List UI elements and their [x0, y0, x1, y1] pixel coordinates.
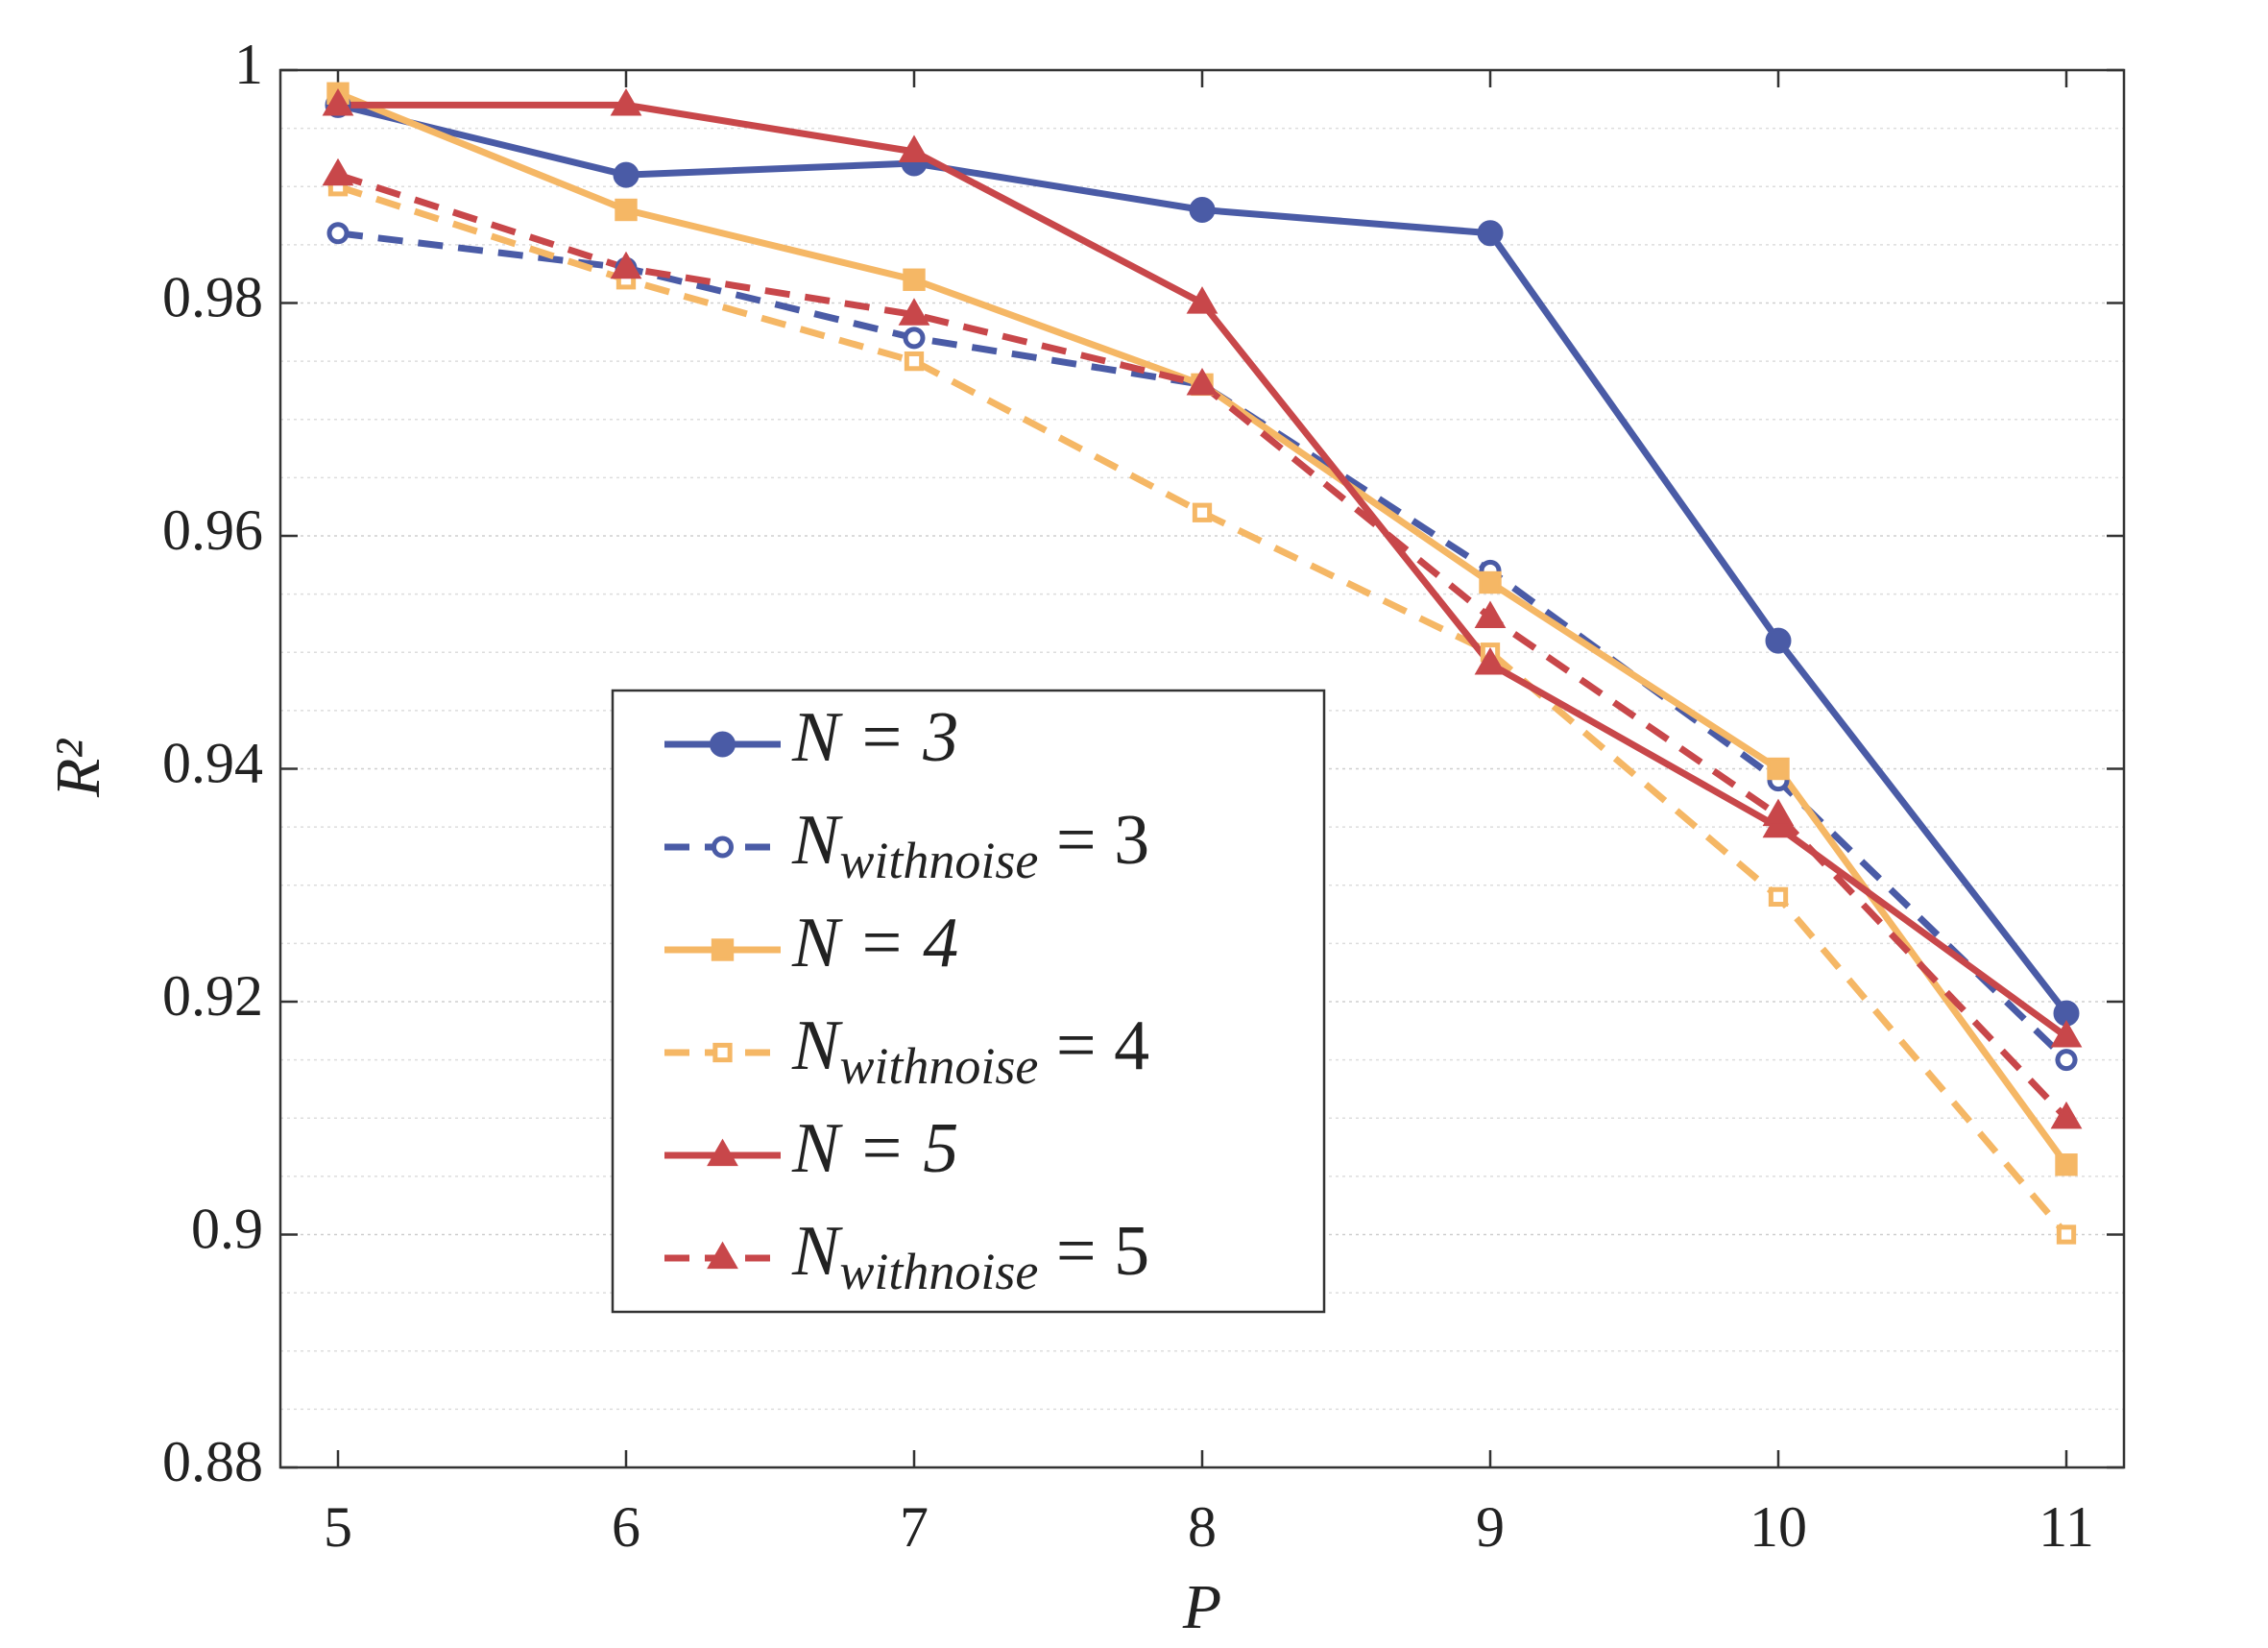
marker	[2056, 1224, 2077, 1245]
x-tick-label: 8	[1188, 1495, 1217, 1559]
y-tick-label: 0.94	[162, 731, 263, 794]
marker	[1479, 570, 1502, 594]
marker	[710, 731, 736, 758]
marker	[898, 298, 930, 326]
marker	[712, 836, 734, 859]
y-tick-label: 0.9	[191, 1197, 263, 1260]
marker	[322, 158, 354, 186]
marker	[1762, 798, 1795, 827]
legend-label: Nwithnoise = 3	[791, 801, 1149, 889]
marker	[615, 198, 638, 222]
x-tick-label: 7	[900, 1495, 929, 1559]
marker	[903, 268, 926, 291]
marker	[1477, 220, 1504, 247]
marker	[904, 351, 925, 372]
marker	[903, 327, 926, 350]
x-tick-label: 6	[612, 1495, 640, 1559]
y-tick-label: 0.98	[162, 265, 263, 328]
marker	[707, 1241, 738, 1270]
x-tick-label: 9	[1476, 1495, 1505, 1559]
marker	[1767, 757, 1790, 781]
marker	[2055, 1049, 2078, 1072]
marker	[707, 1138, 738, 1167]
y-tick-label: 1	[234, 33, 263, 96]
legend-label: Nwithnoise = 4	[791, 1006, 1149, 1095]
marker	[610, 251, 642, 279]
marker	[610, 87, 642, 116]
legend-label: N = 3	[791, 698, 958, 777]
x-tick-label: 11	[2039, 1495, 2094, 1559]
marker	[711, 938, 735, 961]
marker	[1768, 886, 1789, 908]
marker	[613, 161, 639, 188]
x-axis-label: P	[1182, 1572, 1221, 1642]
legend-label: N = 4	[791, 904, 958, 982]
marker	[322, 87, 354, 116]
legend-label: Nwithnoise = 5	[791, 1212, 1149, 1300]
marker	[1189, 197, 1216, 223]
marker	[2050, 1019, 2083, 1048]
marker	[712, 1042, 733, 1063]
x-tick-label: 10	[1749, 1495, 1807, 1559]
y-axis-label: R²	[43, 739, 113, 798]
y-tick-label: 0.92	[162, 964, 263, 1028]
legend-box	[611, 689, 1326, 1314]
y-tick-label: 0.88	[162, 1430, 263, 1493]
axes-frame	[278, 68, 2126, 1469]
legend-label: N = 5	[791, 1109, 958, 1188]
plot-area	[322, 82, 2083, 1245]
marker	[326, 222, 350, 245]
marker	[1765, 627, 1792, 654]
marker	[2055, 1153, 2078, 1176]
marker	[1192, 502, 1213, 522]
marker	[1186, 286, 1218, 314]
marker	[898, 134, 930, 162]
marker	[1474, 646, 1507, 675]
marker	[1474, 600, 1507, 628]
x-tick-label: 5	[324, 1495, 352, 1559]
marker	[2050, 1101, 2083, 1129]
marker	[1186, 367, 1218, 396]
y-tick-label: 0.96	[162, 498, 263, 562]
legend: N = 3 Nwithnoise = 3 N = 4 Nwithnoise = 4 N …	[611, 689, 1326, 1314]
